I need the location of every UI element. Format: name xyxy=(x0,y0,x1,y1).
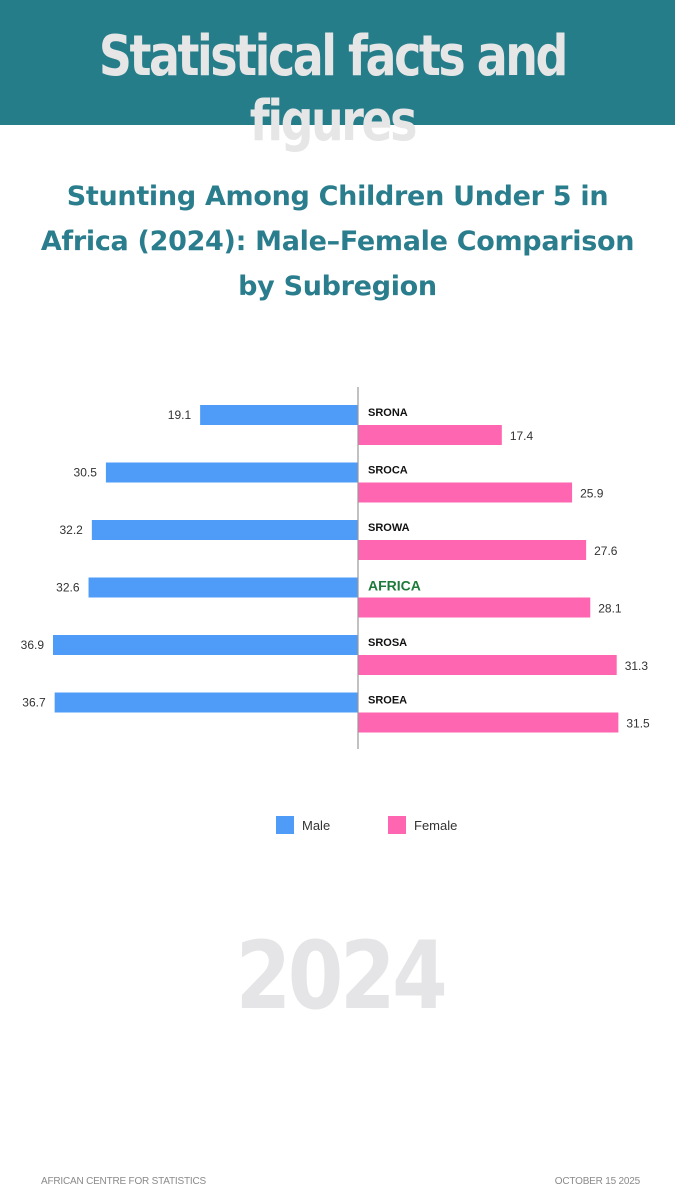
footer-date: OCTOBER 15 2025 xyxy=(554,1176,640,1187)
bar-male-sroea xyxy=(54,692,359,713)
data-label-male-srona: 19.1 xyxy=(168,408,192,422)
footer-organization: AFRICAN CENTRE FOR STATISTICS xyxy=(41,1176,206,1187)
category-label-srosa: SROSA xyxy=(368,637,407,649)
legend-label-female: Female xyxy=(414,817,458,833)
chart-legend: Male Female xyxy=(0,816,675,836)
category-label-srona: SRONA xyxy=(368,407,408,419)
year-watermark: 2024 xyxy=(235,922,448,1031)
data-label-female-srosa: 31.3 xyxy=(625,659,649,673)
data-label-male-srosa: 36.9 xyxy=(21,638,45,652)
data-label-male-africa: 32.6 xyxy=(56,581,80,595)
butterfly-bar-chart: 19.1 17.4 SRONA 30.5 25.9 SROCA 32.2 27.6 SROWA 3… xyxy=(21,387,650,749)
legend-label-male: Male xyxy=(302,817,331,833)
header-banner: Statistical facts and figures xyxy=(0,0,675,154)
bar-female-srowa xyxy=(358,540,587,560)
data-label-male-srowa: 32.2 xyxy=(59,523,83,537)
data-label-male-sroea: 36.7 xyxy=(22,696,46,710)
bar-male-srowa xyxy=(91,520,358,540)
category-label-sroca: SROCA xyxy=(368,465,408,477)
bar-female-srosa xyxy=(358,655,617,675)
category-label-srowa: SROWA xyxy=(368,522,410,534)
data-label-female-sroea: 31.5 xyxy=(626,717,650,731)
bar-female-sroea xyxy=(358,712,619,733)
legend-item-female: Female xyxy=(388,816,457,834)
legend-swatch-male xyxy=(276,816,294,834)
legend-item-male: Male xyxy=(276,816,330,834)
bar-male-sroca xyxy=(105,462,359,483)
bar-female-srona xyxy=(358,425,502,445)
bar-male-srona xyxy=(200,405,358,425)
bar-female-sroca xyxy=(358,482,573,503)
data-label-female-sroca: 25.9 xyxy=(580,487,604,501)
bar-male-africa xyxy=(88,577,359,598)
chart-title: Stunting Among Children Under 5 in Afric… xyxy=(40,181,635,302)
data-label-female-srona: 17.4 xyxy=(510,429,534,443)
bar-female-africa xyxy=(358,597,591,618)
category-label-sroea: SROEA xyxy=(368,695,407,707)
data-label-male-sroca: 30.5 xyxy=(74,466,98,480)
legend-swatch-female xyxy=(388,816,406,834)
data-label-female-africa: 28.1 xyxy=(598,602,622,616)
data-label-female-srowa: 27.6 xyxy=(594,544,618,558)
bar-male-srosa xyxy=(53,635,358,655)
category-label-africa: AFRICA xyxy=(368,578,421,594)
page-title: Statistical facts and figures xyxy=(98,24,568,154)
